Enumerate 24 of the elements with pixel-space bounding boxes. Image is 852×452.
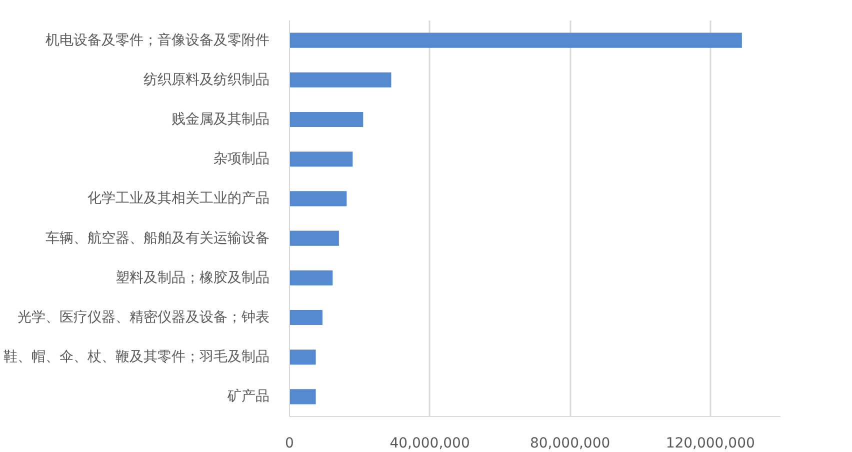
bar [290,230,339,246]
x-tick-label: 80,000,000 [530,436,610,452]
x-tick-label: 40,000,000 [390,436,470,452]
x-tick-label: 0 [285,436,294,452]
y-tick-label: 机电设备及零件；音像设备及零附件 [46,32,270,48]
bar [290,389,316,404]
y-tick-label: 化学工业及其相关工业的产品 [88,190,270,207]
bar [290,32,742,48]
bar [290,72,392,88]
y-tick-label: 车辆、航空器、船舶及有关运输设备 [46,230,270,246]
bar [290,310,322,326]
bar [290,350,316,365]
y-tick-label: 鞋、帽、伞、杖、鞭及其零件；羽毛及制品 [4,349,270,366]
y-tick-label: 纺织原料及纺织制品 [144,72,270,88]
y-tick-label: 塑料及制品；橡胶及制品 [116,270,270,286]
bar [290,152,353,167]
y-tick-label: 贱金属及其制品 [172,112,270,128]
bar [290,270,333,286]
y-tick-label: 杂项制品 [214,151,270,168]
bar [290,112,364,128]
y-tick-label: 矿产品 [226,388,270,405]
x-tick-label: 120,000,000 [666,436,755,452]
y-tick-label: 光学、医疗仪器、精密仪器及设备；钟表 [18,310,270,326]
bar [290,191,347,206]
